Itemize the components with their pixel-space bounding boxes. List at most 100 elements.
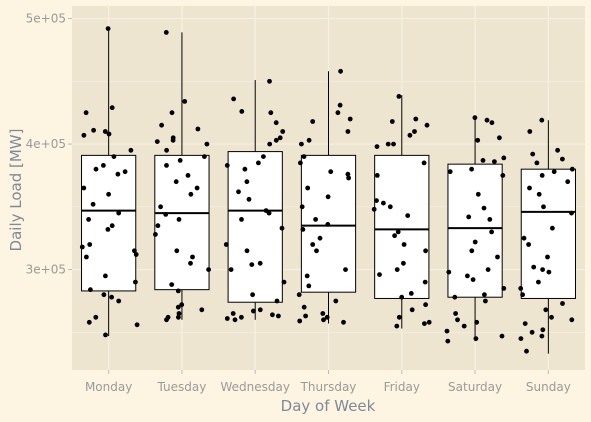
data-point bbox=[239, 217, 244, 222]
data-point bbox=[392, 233, 397, 239]
data-point bbox=[465, 273, 470, 279]
data-point bbox=[444, 328, 450, 334]
data-point bbox=[244, 248, 250, 254]
data-point bbox=[81, 132, 87, 138]
data-point bbox=[545, 254, 550, 260]
data-point bbox=[325, 194, 331, 200]
data-point bbox=[321, 317, 326, 323]
data-point bbox=[396, 314, 402, 320]
data-point bbox=[335, 110, 341, 116]
data-point bbox=[412, 129, 417, 134]
x-tick-label: Thursday bbox=[300, 380, 357, 394]
data-point bbox=[176, 311, 182, 316]
data-point bbox=[270, 312, 275, 318]
data-point bbox=[540, 267, 545, 272]
data-point bbox=[396, 94, 402, 99]
data-point bbox=[389, 119, 395, 124]
data-point bbox=[466, 214, 472, 220]
data-point bbox=[569, 166, 575, 172]
data-point bbox=[333, 298, 339, 304]
data-point bbox=[299, 141, 304, 147]
data-point bbox=[549, 314, 554, 320]
data-point bbox=[485, 267, 491, 272]
data-point bbox=[446, 269, 452, 275]
data-point bbox=[483, 298, 488, 304]
data-point bbox=[347, 116, 353, 122]
data-point bbox=[394, 323, 400, 329]
data-point bbox=[341, 319, 346, 325]
data-point bbox=[518, 286, 524, 291]
data-point bbox=[164, 147, 170, 153]
x-tick-label: Sunday bbox=[526, 380, 571, 394]
data-point bbox=[244, 179, 250, 185]
data-point bbox=[482, 292, 487, 298]
data-point bbox=[250, 292, 256, 298]
data-point bbox=[279, 225, 285, 231]
data-point bbox=[522, 321, 528, 326]
data-point bbox=[273, 120, 279, 126]
data-point bbox=[546, 269, 552, 275]
data-point bbox=[328, 169, 334, 175]
data-point bbox=[499, 333, 505, 339]
data-point bbox=[153, 232, 158, 237]
data-point bbox=[109, 294, 114, 300]
data-point bbox=[267, 141, 273, 147]
data-point bbox=[239, 314, 244, 320]
data-point bbox=[177, 158, 183, 163]
data-point bbox=[224, 163, 230, 168]
data-point bbox=[236, 189, 241, 195]
data-point bbox=[480, 158, 486, 163]
data-point bbox=[421, 160, 427, 166]
data-point bbox=[472, 239, 478, 245]
data-point bbox=[224, 316, 230, 321]
box-iqr bbox=[81, 154, 137, 292]
data-point bbox=[394, 267, 400, 272]
data-point bbox=[536, 191, 542, 197]
data-point bbox=[529, 329, 535, 335]
data-point bbox=[176, 314, 181, 320]
data-point bbox=[475, 137, 481, 143]
data-point bbox=[550, 225, 555, 231]
box-iqr bbox=[447, 163, 503, 298]
data-point bbox=[230, 311, 236, 316]
data-point bbox=[90, 201, 96, 207]
data-point bbox=[223, 242, 229, 247]
data-point bbox=[541, 204, 546, 210]
data-point bbox=[337, 102, 343, 108]
data-point bbox=[298, 160, 303, 166]
data-point bbox=[249, 262, 255, 267]
data-point bbox=[325, 222, 331, 227]
data-point bbox=[426, 319, 432, 325]
data-point bbox=[79, 244, 85, 250]
data-point bbox=[387, 204, 393, 210]
data-point bbox=[185, 173, 191, 178]
data-point bbox=[481, 205, 487, 211]
data-point bbox=[313, 217, 318, 222]
data-point bbox=[524, 348, 529, 354]
data-point bbox=[277, 135, 283, 141]
data-point bbox=[474, 319, 480, 325]
data-point bbox=[83, 110, 89, 116]
data-point bbox=[374, 173, 380, 178]
data-point bbox=[422, 279, 428, 285]
data-point bbox=[391, 141, 396, 147]
y-tick-label: 3e+05 bbox=[26, 263, 66, 277]
data-point bbox=[164, 317, 169, 323]
data-point bbox=[424, 122, 430, 128]
data-point bbox=[128, 147, 134, 153]
data-point bbox=[423, 248, 428, 254]
data-point bbox=[399, 294, 405, 300]
data-point bbox=[267, 78, 272, 84]
box-iqr bbox=[374, 154, 430, 299]
data-point bbox=[159, 122, 165, 128]
data-point bbox=[306, 137, 312, 143]
data-point bbox=[526, 242, 531, 247]
data-point bbox=[164, 163, 169, 168]
data-point bbox=[231, 96, 237, 102]
data-point bbox=[155, 223, 161, 229]
data-point bbox=[409, 307, 415, 313]
data-point bbox=[401, 260, 406, 266]
data-point bbox=[569, 317, 575, 323]
data-point bbox=[306, 283, 312, 289]
data-point bbox=[105, 26, 111, 31]
